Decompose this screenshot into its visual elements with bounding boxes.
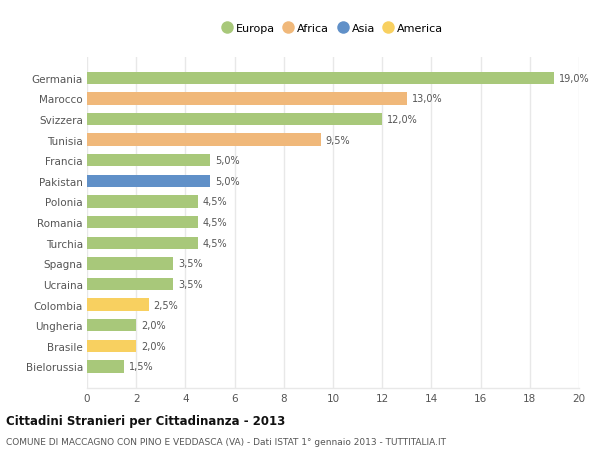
Bar [87, 113, 382, 126]
Text: COMUNE DI MACCAGNO CON PINO E VEDDASCA (VA) - Dati ISTAT 1° gennaio 2013 - TUTTI: COMUNE DI MACCAGNO CON PINO E VEDDASCA (… [6, 437, 446, 446]
Bar [87, 134, 321, 146]
Bar [87, 360, 124, 373]
Text: 2,0%: 2,0% [141, 320, 166, 330]
Bar [87, 237, 198, 249]
Bar [87, 196, 198, 208]
Text: 5,0%: 5,0% [215, 156, 239, 166]
Text: 3,5%: 3,5% [178, 259, 203, 269]
Bar [87, 299, 149, 311]
Text: 12,0%: 12,0% [387, 115, 418, 125]
Bar [87, 93, 407, 105]
Text: 2,0%: 2,0% [141, 341, 166, 351]
Bar [87, 175, 210, 188]
Bar [87, 278, 173, 291]
Text: 2,5%: 2,5% [154, 300, 178, 310]
Bar [87, 257, 173, 270]
Bar [87, 217, 198, 229]
Bar [87, 155, 210, 167]
Text: 3,5%: 3,5% [178, 280, 203, 289]
Bar [87, 340, 136, 352]
Text: 1,5%: 1,5% [129, 362, 154, 372]
Text: 4,5%: 4,5% [203, 238, 227, 248]
Text: 4,5%: 4,5% [203, 218, 227, 228]
Text: 13,0%: 13,0% [412, 94, 442, 104]
Text: 9,5%: 9,5% [326, 135, 350, 146]
Bar [87, 319, 136, 332]
Legend: Europa, Africa, Asia, America: Europa, Africa, Asia, America [220, 20, 446, 37]
Text: 19,0%: 19,0% [559, 73, 590, 84]
Text: 4,5%: 4,5% [203, 197, 227, 207]
Text: 5,0%: 5,0% [215, 176, 239, 186]
Text: Cittadini Stranieri per Cittadinanza - 2013: Cittadini Stranieri per Cittadinanza - 2… [6, 414, 285, 428]
Bar [87, 73, 554, 85]
